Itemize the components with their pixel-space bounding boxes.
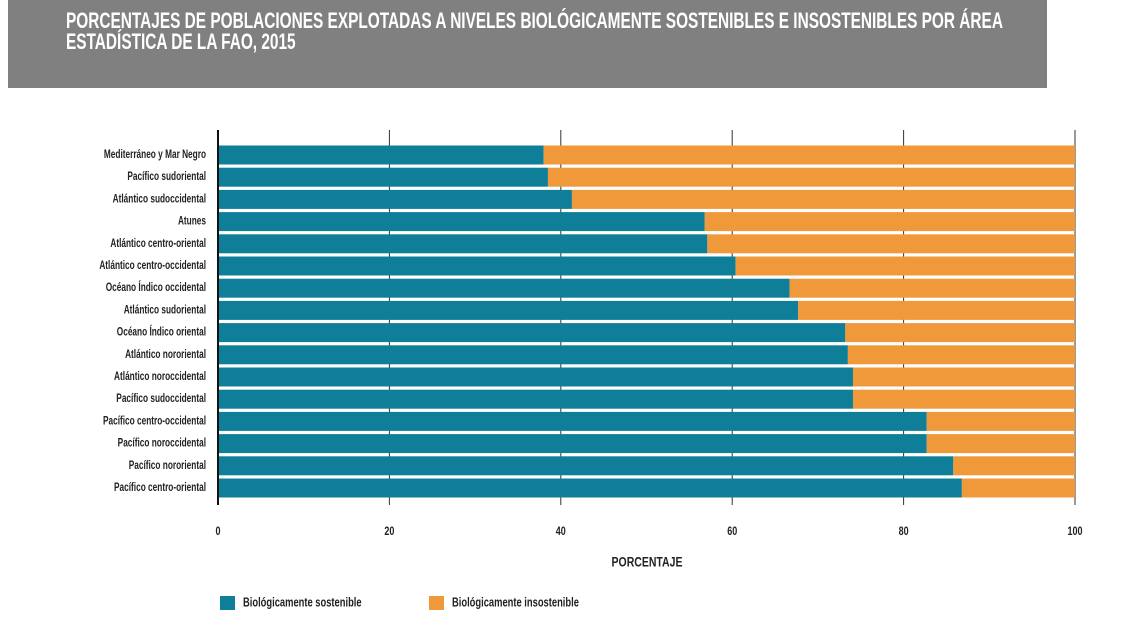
legend-label: Biológicamente insostenible bbox=[452, 596, 579, 610]
legend-swatch bbox=[429, 596, 444, 610]
bar-segment bbox=[218, 212, 705, 232]
bar-segment bbox=[543, 145, 1075, 165]
bar-segment bbox=[218, 434, 927, 454]
x-tick-label: 40 bbox=[556, 525, 566, 539]
bar-segment bbox=[218, 323, 846, 343]
legend-label: Biológicamente sostenible bbox=[243, 596, 362, 610]
bar-segment bbox=[953, 456, 1075, 476]
chart-title: PORCENTAJES DE POBLACIONES EXPLOTADAS A … bbox=[66, 8, 1003, 54]
bar-segment bbox=[218, 367, 854, 387]
legend-swatch bbox=[220, 596, 235, 610]
bar-segment bbox=[218, 456, 954, 476]
y-tick-label: Pacífico centro-occidental bbox=[103, 415, 206, 428]
y-tick-label: Pacífico nororiental bbox=[129, 460, 206, 473]
bar-segment bbox=[218, 300, 799, 320]
y-tick-label: Atlántico noroccidental bbox=[114, 371, 206, 384]
y-tick-label: Océano Índico occidental bbox=[106, 280, 206, 295]
y-tick-label: Mediterráneo y Mar Negro bbox=[104, 149, 206, 162]
bar-segment bbox=[704, 212, 1075, 232]
bar-segment bbox=[218, 256, 736, 276]
y-tick-label: Pacífico sudoccidental bbox=[116, 393, 206, 406]
y-tick-label: Atlántico sudoccidental bbox=[113, 193, 207, 206]
y-tick-label: Atunes bbox=[178, 215, 206, 228]
x-tick-label: 60 bbox=[727, 525, 737, 539]
y-tick-label: Pacífico centro-oriental bbox=[114, 482, 206, 495]
bar-segment bbox=[218, 278, 790, 298]
y-tick-label: Atlántico nororiental bbox=[125, 349, 206, 362]
bar-segment bbox=[961, 478, 1075, 498]
x-axis-label: PORCENTAJE bbox=[612, 554, 683, 570]
x-tick-label: 0 bbox=[215, 525, 220, 539]
bar-segment bbox=[218, 234, 708, 254]
x-tick-label: 100 bbox=[1067, 525, 1082, 539]
bar-segment bbox=[926, 411, 1075, 431]
y-tick-label: Atlántico centro-oriental bbox=[110, 238, 206, 251]
y-tick-label: Atlántico sudoriental bbox=[124, 304, 206, 317]
y-tick-label: Atlántico centro-occidental bbox=[99, 260, 206, 273]
y-tick-label: Pacífico sudoriental bbox=[127, 171, 206, 184]
x-tick-label: 80 bbox=[899, 525, 909, 539]
bar-segment bbox=[571, 189, 1075, 209]
bar-segment bbox=[218, 145, 544, 165]
bar-segment bbox=[218, 167, 548, 187]
bar-segment bbox=[847, 345, 1075, 365]
y-tick-label: Océano Índico oriental bbox=[117, 324, 206, 339]
bar-segment bbox=[789, 278, 1075, 298]
x-tick-label: 20 bbox=[384, 525, 394, 539]
y-tick-label: Pacífico noroccidental bbox=[118, 437, 206, 450]
bar-segment bbox=[707, 234, 1075, 254]
bar-segment bbox=[845, 323, 1075, 343]
bar-segment bbox=[853, 389, 1075, 409]
bar-segment bbox=[218, 189, 572, 209]
title-banner: PORCENTAJES DE POBLACIONES EXPLOTADAS A … bbox=[8, 0, 1047, 88]
bar-segment bbox=[218, 478, 962, 498]
bar-segment bbox=[798, 300, 1075, 320]
bar-segment bbox=[735, 256, 1075, 276]
bar-segment bbox=[926, 434, 1075, 454]
bar-segment bbox=[218, 389, 854, 409]
bar-segment bbox=[853, 367, 1075, 387]
bar-segment bbox=[547, 167, 1075, 187]
bar-segment bbox=[218, 411, 927, 431]
bar-segment bbox=[218, 345, 848, 365]
